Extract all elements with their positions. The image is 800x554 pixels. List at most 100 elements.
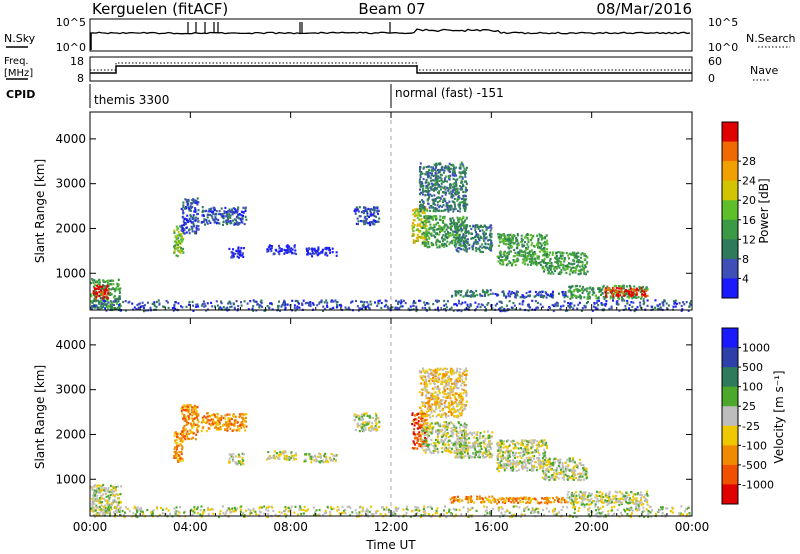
data-cell — [419, 181, 422, 184]
data-cell — [93, 491, 96, 494]
data-cell — [543, 270, 545, 273]
data-cell — [228, 460, 231, 463]
data-cell — [111, 492, 114, 495]
data-cell — [371, 422, 374, 425]
data-cell — [470, 507, 473, 510]
data-cell — [213, 219, 216, 222]
data-cell — [104, 307, 107, 310]
data-cell — [432, 202, 435, 206]
data-cell — [472, 236, 475, 240]
data-cell — [235, 219, 237, 222]
data-cell — [240, 412, 242, 416]
data-cell — [453, 244, 456, 247]
data-cell — [456, 304, 458, 307]
data-cell — [293, 454, 296, 457]
data-cell — [227, 302, 230, 305]
data-cell — [192, 309, 195, 312]
data-cell — [231, 456, 234, 459]
data-cell — [218, 417, 221, 421]
data-cell — [418, 230, 421, 234]
data-cell — [235, 249, 238, 252]
data-cell — [609, 291, 612, 294]
data-cell — [107, 289, 110, 292]
data-cell — [421, 419, 424, 422]
data-cell — [387, 508, 390, 511]
noise-right-tick-top: 10^5 — [708, 16, 738, 29]
data-cell — [529, 257, 531, 260]
data-cell — [542, 247, 545, 250]
data-cell — [424, 431, 426, 434]
data-cell — [216, 417, 219, 421]
data-cell — [518, 253, 521, 256]
data-cell — [458, 241, 461, 244]
data-cell — [301, 303, 304, 306]
data-cell — [179, 250, 182, 253]
data-cell — [599, 507, 602, 510]
data-cell — [529, 263, 532, 266]
data-cell — [233, 218, 236, 221]
data-cell — [534, 290, 537, 294]
data-cell — [142, 310, 145, 313]
data-cell — [442, 243, 445, 246]
data-cell — [528, 252, 531, 255]
data-cell — [427, 202, 430, 205]
data-cell — [161, 512, 164, 515]
data-cell — [487, 302, 490, 305]
data-cell — [232, 254, 235, 258]
data-cell — [330, 307, 333, 310]
data-cell — [329, 249, 331, 252]
data-cell — [115, 486, 118, 489]
data-cell — [187, 405, 190, 409]
data-cell — [107, 304, 110, 307]
data-cell — [457, 203, 460, 206]
data-cell — [636, 306, 639, 309]
data-cell — [537, 291, 540, 294]
data-cell — [458, 171, 461, 174]
data-cell — [442, 171, 445, 174]
data-cell — [666, 507, 669, 510]
data-cell — [101, 287, 104, 291]
data-cell — [288, 458, 291, 461]
data-cell — [195, 305, 198, 308]
data-cell — [455, 243, 458, 246]
data-cell — [459, 236, 462, 240]
y-tick-label: 4000 — [55, 132, 86, 146]
data-cell — [182, 230, 185, 233]
data-cell — [467, 510, 469, 513]
data-cell — [461, 177, 464, 180]
data-cell — [106, 298, 109, 301]
data-cell — [551, 303, 554, 307]
data-cell — [438, 300, 440, 303]
data-cell — [312, 252, 314, 255]
data-cell — [365, 209, 368, 212]
data-cell — [194, 210, 197, 213]
data-cell — [517, 243, 520, 247]
data-cell — [177, 246, 179, 249]
data-cell — [555, 257, 558, 260]
data-cell — [497, 236, 500, 239]
data-cell — [121, 509, 124, 513]
data-cell — [270, 249, 273, 253]
data-cell — [411, 423, 414, 426]
data-cell — [364, 209, 367, 212]
data-cell — [440, 182, 443, 185]
data-cell — [372, 213, 375, 216]
data-cell — [514, 251, 517, 254]
data-cell — [570, 253, 573, 256]
data-cell — [586, 256, 589, 259]
data-cell — [426, 234, 429, 237]
data-cell — [109, 303, 112, 306]
data-cell — [424, 223, 427, 227]
data-cell — [595, 509, 597, 512]
freq-panel-frame — [89, 56, 693, 82]
noise-sky-label: N.Sky — [4, 32, 36, 45]
data-cell — [515, 239, 518, 242]
data-cell — [502, 260, 505, 263]
data-cell — [91, 501, 94, 504]
data-cell — [364, 428, 367, 431]
data-cell — [595, 307, 598, 310]
data-cell — [269, 302, 271, 305]
data-cell — [445, 224, 448, 227]
data-cell — [574, 508, 576, 511]
data-cell — [184, 510, 187, 513]
